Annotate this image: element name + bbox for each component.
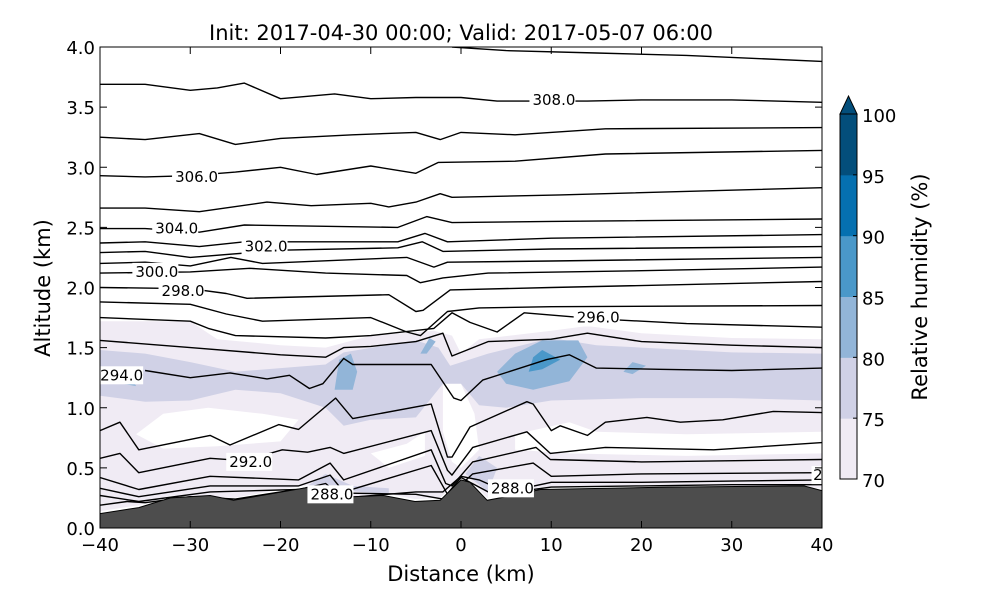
colorbar-tick-label: 90: [862, 228, 885, 249]
terrain: [100, 479, 822, 528]
y-tick-label: 3.0: [66, 158, 95, 179]
x-tick-label: −30: [171, 535, 209, 556]
colorbar-tick-label: 100: [862, 106, 896, 127]
contour-label-bg: [172, 167, 219, 186]
contour-label: 304.0: [155, 220, 198, 238]
y-tick-label: 1.5: [66, 339, 95, 360]
theta-contour-291: [100, 446, 822, 491]
contour-label-bg: [158, 282, 205, 301]
y-tick-label: 1.0: [66, 399, 95, 420]
plot-area: [100, 47, 822, 528]
colorbar-tick-label: 95: [862, 167, 885, 188]
x-tick-label: −10: [352, 535, 390, 556]
y-tick-label: 2.5: [66, 218, 95, 239]
contour-label: 306.0: [175, 168, 218, 186]
x-axis-label: Distance (km): [387, 562, 535, 586]
rh-region-0: [370, 431, 425, 468]
contour-label-bg: [811, 466, 822, 485]
theta-contour-304: [100, 215, 822, 233]
y-tick-label: 3.5: [66, 98, 95, 119]
y-tick-label: 0.5: [66, 459, 95, 480]
theta-contour-300: [100, 266, 822, 284]
contour-label: 294.0: [100, 366, 143, 384]
theta-contour-303: [100, 232, 822, 248]
y-tick-label: 0.0: [66, 519, 95, 540]
theta-contour-302: [100, 241, 822, 259]
colorbar-extend-arrow: [839, 94, 858, 115]
theta-contour-308: [100, 82, 822, 103]
colorbar-segment-80: [840, 296, 857, 358]
colorbar: 70 75 80 85 90 95 100: [839, 94, 896, 492]
rh-region-0: [136, 407, 299, 449]
theta-contour-310: [451, 47, 822, 63]
x-tick-label: 20: [630, 535, 653, 556]
theta-contour-290: [100, 462, 822, 498]
theta-contour-305: [100, 187, 822, 213]
x-tick-label: 30: [720, 535, 743, 556]
x-tick-label: 10: [540, 535, 563, 556]
x-tick-label: 0: [455, 535, 466, 556]
contour-label-bg: [487, 479, 534, 498]
contour-label-bg: [307, 485, 354, 504]
contour-label: 292.0: [229, 453, 272, 471]
contour-label-bg: [226, 452, 273, 471]
rh-region-80: [420, 338, 436, 354]
contour-label-bg: [573, 308, 620, 327]
colorbar-tick-label: 75: [862, 410, 885, 431]
x-axis: −40 −30 −20 −10 0 10 20 30 40: [81, 47, 833, 556]
contour-label: 296.0: [577, 309, 620, 327]
y-axis: 0.0 0.5 1.0 1.5 2.0 2.5 3.0 3.5 4.0: [66, 38, 822, 540]
contour-label: 288.0: [310, 485, 353, 503]
colorbar-tick-label: 85: [862, 289, 885, 310]
contour-label-bg: [152, 219, 199, 238]
colorbar-segment-95: [840, 114, 857, 176]
contour-label-bg: [132, 262, 179, 281]
theta-contour-307: [100, 126, 822, 146]
chart-title: Init: 2017-04-30 00:00; Valid: 2017-05-0…: [209, 21, 713, 45]
theta-contour-301: [100, 256, 822, 268]
rh-region-0: [442, 359, 480, 468]
contour-label: 288.0: [491, 479, 534, 497]
colorbar-segment-90: [840, 174, 857, 237]
contour-label: 300.0: [135, 263, 178, 281]
colorbar-segment-70: [840, 418, 857, 480]
contour-label-bg: [529, 90, 576, 109]
theta-contour-295: [100, 332, 822, 358]
contour-label-bg: [241, 237, 288, 256]
y-tick-label: 2.0: [66, 279, 95, 300]
y-axis-label: Altitude (km): [31, 219, 55, 357]
colorbar-tick-label: 80: [862, 349, 885, 370]
x-tick-label: −40: [81, 535, 119, 556]
contour-label-bg: [97, 366, 144, 385]
contour-label: 302.0: [245, 238, 288, 256]
colorbar-label: Relative humidity (%): [908, 173, 932, 400]
x-tick-label: −20: [262, 535, 300, 556]
colorbar-segment-85: [840, 235, 857, 297]
colorbar-tick-label: 70: [862, 471, 885, 492]
contour-layer: [100, 47, 822, 506]
theta-contour-292: [100, 429, 822, 476]
theta-contour-297.5: [100, 301, 822, 337]
contour-label: 298.0: [162, 282, 205, 300]
theta-contour-294: [144, 354, 822, 402]
rh-region-75: [100, 338, 822, 426]
colorbar-segment-75: [840, 357, 857, 419]
rh-region-75: [298, 473, 389, 495]
terrain-layer: [100, 479, 822, 528]
y-tick-label: 4.0: [66, 38, 95, 59]
theta-contour-298: [100, 280, 822, 313]
theta-contour-293: [100, 397, 822, 458]
contour-label: 290: [813, 466, 842, 484]
x-tick-label: 40: [811, 535, 834, 556]
theta-contour-289: [100, 475, 822, 503]
rh-region-80: [623, 362, 646, 375]
contour-label: 308.0: [532, 91, 575, 109]
